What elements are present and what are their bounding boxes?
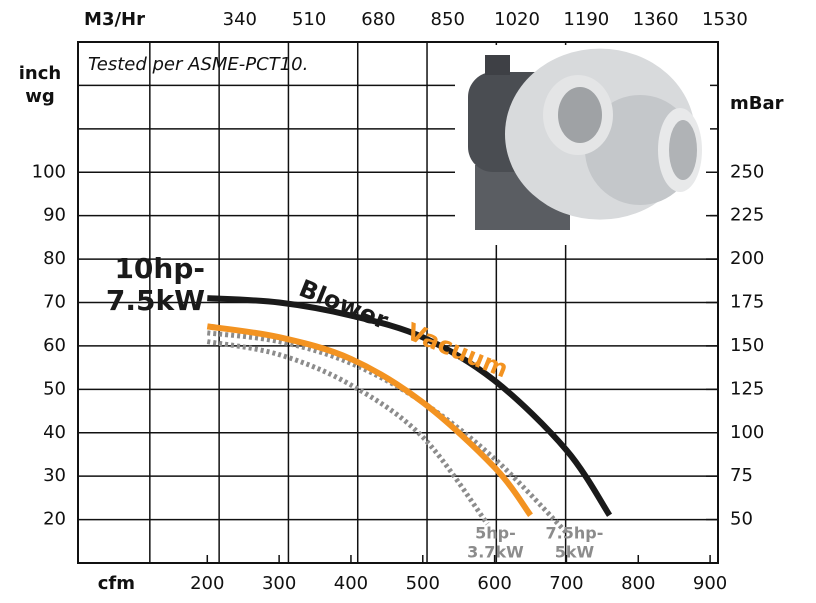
series-label: 3.7kW bbox=[467, 543, 524, 562]
y-tick-label: 20 bbox=[43, 509, 66, 530]
x-tick-label: 600 bbox=[477, 573, 511, 594]
series-label: 5kW bbox=[555, 543, 595, 562]
y-tick-label: 100 bbox=[32, 161, 66, 182]
y2-tick-label: 100 bbox=[730, 422, 764, 443]
series-label: 7.5kW bbox=[106, 284, 205, 317]
x-tick-label: 300 bbox=[262, 573, 296, 594]
y-tick-label: 50 bbox=[43, 378, 66, 399]
y2-axis-label: mBar bbox=[730, 93, 784, 114]
y-tick-label: 30 bbox=[43, 465, 66, 486]
x2-tick-label: 850 bbox=[431, 9, 465, 30]
y2-tick-label: 225 bbox=[730, 205, 764, 226]
y-tick-label: 90 bbox=[43, 205, 66, 226]
x-tick-label: 800 bbox=[621, 573, 655, 594]
y-tick-label: 70 bbox=[43, 292, 66, 313]
curve bbox=[206, 339, 490, 526]
x-tick-label: 200 bbox=[190, 573, 224, 594]
y2-tick-label: 250 bbox=[730, 161, 764, 182]
curve bbox=[207, 295, 613, 517]
x-tick-label: 700 bbox=[549, 573, 583, 594]
x2-tick-label: 1190 bbox=[563, 9, 609, 30]
x-axis-label: cfm bbox=[98, 573, 135, 594]
y2-tick-label: 75 bbox=[730, 465, 753, 486]
y-tick-label: 80 bbox=[43, 248, 66, 269]
x2-tick-label: 1360 bbox=[633, 9, 679, 30]
y2-tick-label: 175 bbox=[730, 292, 764, 313]
y2-tick-label: 50 bbox=[730, 509, 753, 530]
y-tick-label: 40 bbox=[43, 422, 66, 443]
x-tick-label: 400 bbox=[334, 573, 368, 594]
y-axis-label: wg bbox=[25, 86, 55, 107]
annotation: Tested per ASME-PCT10. bbox=[88, 54, 308, 75]
y-axis-label: inch bbox=[19, 63, 61, 84]
y2-tick-label: 200 bbox=[730, 248, 764, 269]
series-label: 10hp- bbox=[114, 252, 205, 285]
y2-tick-label: 125 bbox=[730, 378, 764, 399]
x2-tick-label: 340 bbox=[223, 9, 257, 30]
y-tick-label: 60 bbox=[43, 335, 66, 356]
x-tick-label: 900 bbox=[693, 573, 727, 594]
series-label: 7.5hp- bbox=[546, 524, 604, 543]
x-tick-label: 500 bbox=[406, 573, 440, 594]
y2-tick-label: 150 bbox=[730, 335, 764, 356]
x2-axis-label: M3/Hr bbox=[84, 9, 145, 30]
series-label: 5hp- bbox=[475, 524, 516, 543]
curve bbox=[206, 323, 533, 518]
motor-photo bbox=[455, 45, 710, 245]
x2-tick-label: 1020 bbox=[494, 9, 540, 30]
x2-tick-label: 1530 bbox=[702, 9, 748, 30]
x2-tick-label: 680 bbox=[361, 9, 395, 30]
x2-tick-label: 510 bbox=[292, 9, 326, 30]
